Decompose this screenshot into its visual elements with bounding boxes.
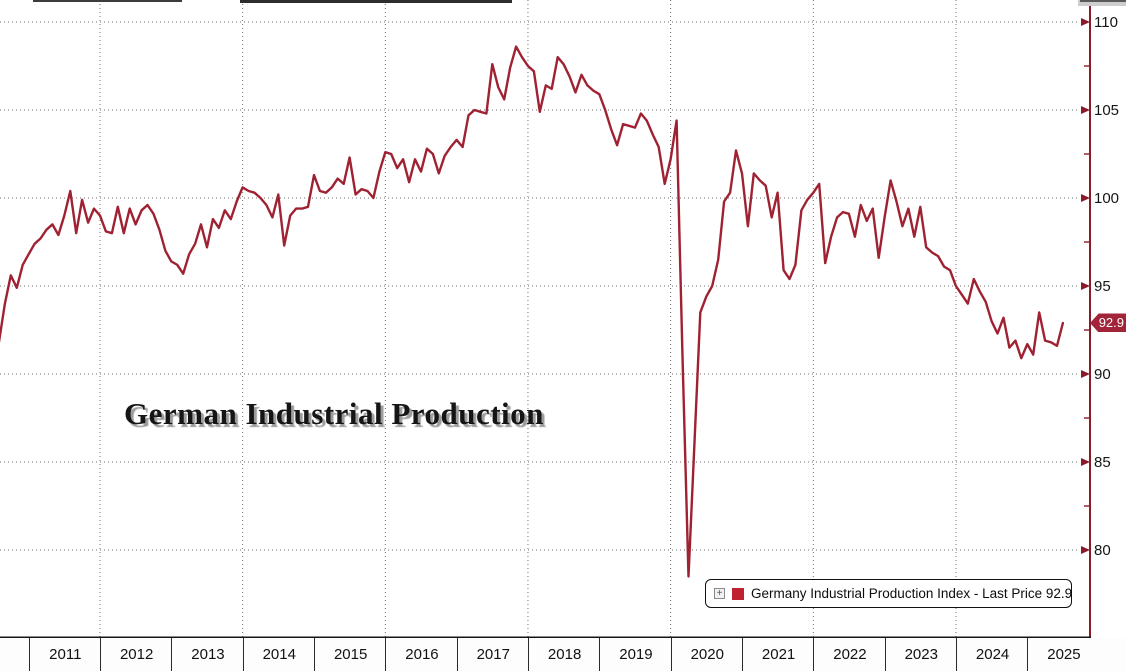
axis-tick-arrow-icon [1081,370,1090,378]
top-crop-fragment [33,0,182,2]
x-axis-year-label: 2019 [599,638,671,671]
top-crop-fragment [240,0,512,3]
price-line [0,45,1065,578]
axis-tick-arrow-icon [1081,282,1090,290]
y-tick-label: 80 [1094,541,1111,559]
axis-tick-arrow-icon [1081,194,1090,202]
x-axis-year-label: 2016 [385,638,457,671]
x-axis-year-label: 2025 [1027,638,1099,671]
x-axis-year-label: 2013 [171,638,243,671]
y-tick-label: 95 [1094,277,1111,295]
x-axis-year-label: 2021 [741,638,814,671]
x-axis-year-label: 2024 [955,638,1028,671]
y-tick-label: 105 [1094,101,1120,119]
y-tick-label: 110 [1094,13,1118,31]
x-axis-year-label: 2012 [99,638,172,671]
x-axis-year-label: 2017 [456,638,529,671]
axis-tick-arrow-icon [1081,106,1090,114]
y-tick-label: 90 [1094,365,1111,383]
expand-icon[interactable]: + [714,588,725,599]
x-axis-year-label: 2018 [527,638,600,671]
last-price-badge: 92.9 [1090,313,1126,333]
chart-title: German Industrial Production [124,396,544,431]
x-axis-year-label: 2022 [813,638,885,671]
x-axis-year-label: 2015 [313,638,386,671]
y-tick-label: 100 [1094,189,1120,207]
last-price-label: 92.9 [1098,315,1124,331]
x-axis-year-label: 2020 [670,638,743,671]
axis-tick-arrow-icon [1081,546,1090,554]
series-marker-icon [732,587,744,600]
legend[interactable]: + Germany Industrial Production Index - … [705,579,1072,608]
x-axis-year-label: 2023 [884,638,957,671]
axis-tick-arrow-icon [1081,458,1090,466]
x-axis-year-band: 2011 2012 2013 2014 2015 2016 2017 2018 2019 2020… [0,638,1126,671]
x-axis-year-label: 2014 [242,638,315,671]
top-crop-fragment [1080,0,1126,2]
x-axis-year-label: 2011 [28,638,101,671]
top-crop-fragment [1078,0,1126,6]
y-tick-label: 85 [1094,453,1111,471]
axis-tick-arrow-icon [1081,18,1090,26]
legend-label: Germany Industrial Production Index - La… [751,586,1073,601]
